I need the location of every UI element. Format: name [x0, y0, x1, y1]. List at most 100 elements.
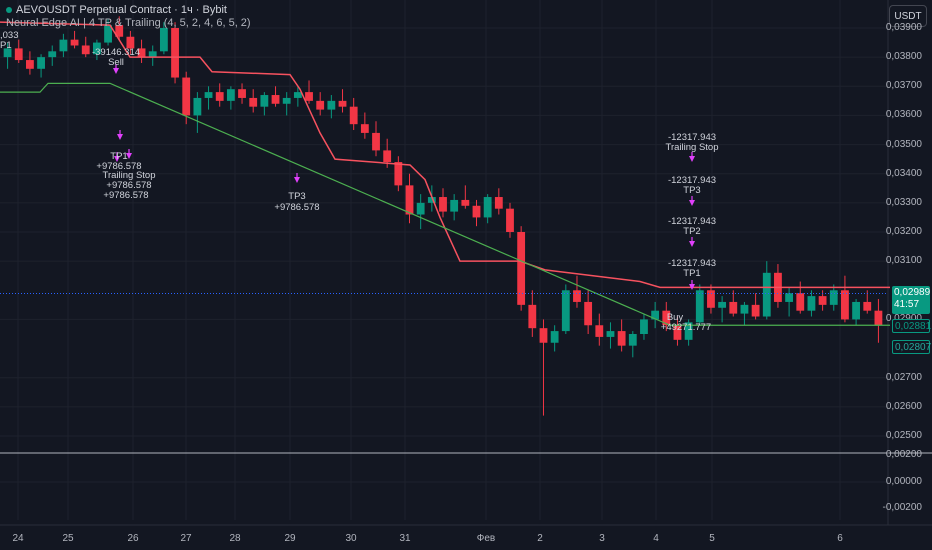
tp-marker-icon [113, 68, 119, 74]
candle-body [874, 310, 883, 326]
lower-axis-label: 0,00000 [885, 476, 922, 487]
candle-body [70, 39, 79, 46]
candle-body [807, 296, 816, 311]
tp-marker-icon [689, 241, 695, 247]
candle-body [472, 205, 481, 218]
tp-marker-icon [114, 156, 120, 162]
candle-body [104, 25, 112, 43]
candle-body [293, 92, 302, 98]
right-tp1-label: TP1 [683, 268, 701, 279]
price-axis-label: 0,02500 [885, 430, 922, 441]
lower-axis-label: 0,00200 [885, 449, 922, 460]
time-axis-label: 30 [345, 533, 357, 544]
price-axis-label: 0,03900 [885, 22, 922, 33]
candle-body [316, 100, 325, 110]
candle-body [573, 290, 581, 302]
candle-body [14, 48, 23, 61]
support-line [0, 82, 890, 326]
trailing-stop-line [0, 21, 890, 289]
candle-body [238, 89, 246, 98]
candle-body [394, 162, 403, 186]
candle-body [427, 197, 436, 203]
candle-body [148, 51, 157, 58]
candle-body [360, 124, 369, 133]
candle-body [450, 199, 459, 212]
trailing1-value2: +9786.578 [103, 190, 149, 201]
candle-body [249, 97, 258, 107]
tp-marker-icon [117, 134, 123, 140]
left-tp: P1 [0, 40, 12, 51]
tp3-label: TP3 [288, 191, 306, 202]
price-axis-label: 0,03600 [885, 109, 922, 121]
tp-marker-icon [689, 284, 695, 290]
candle-body [785, 293, 794, 302]
candle-body [461, 199, 470, 206]
candle-body [852, 301, 860, 320]
price-axis-label: 0,03400 [885, 167, 922, 179]
candle-body [695, 290, 704, 323]
market-status-icon [6, 7, 12, 14]
candle-body [193, 97, 202, 116]
candle-body [327, 100, 336, 110]
tp1-value: +9786.578 [96, 161, 142, 172]
candle-body [439, 197, 447, 212]
candle-body [762, 272, 771, 317]
time-axis-label: 29 [284, 533, 296, 544]
candle-body [707, 290, 715, 308]
time-axis-label: 2 [537, 533, 543, 544]
sell-value: -39146.314 [91, 47, 141, 58]
candle-body [126, 36, 135, 49]
sell-label: Sell [108, 57, 124, 68]
candle-body [483, 197, 492, 218]
right-tp2-value: -12317.943 [667, 216, 717, 227]
chart-legend: AEVOUSDT Perpetual Contract · 1ч · Bybit… [6, 4, 251, 30]
time-axis-label: 4 [653, 533, 659, 544]
candle-body [494, 197, 503, 209]
tp-marker-icon [126, 153, 132, 159]
time-axis-label: 31 [399, 533, 411, 544]
candle-body [405, 185, 414, 215]
time-axis-label: Фев [476, 533, 496, 544]
price-axis-label: 0,03700 [885, 80, 922, 92]
candle-body [796, 293, 805, 311]
candle-body [3, 48, 12, 58]
candle-body [863, 301, 872, 311]
symbol-title[interactable]: AEVOUSDT Perpetual Contract · 1ч · Bybit [16, 4, 227, 16]
candle-body [584, 301, 593, 326]
candle-body [595, 325, 604, 337]
right-tp3-value: -12317.943 [667, 175, 717, 186]
indicator-title[interactable]: Neural Edge AI | 4 TP & Trailing (4, 5, … [6, 17, 251, 29]
candle-body [48, 51, 57, 58]
time-axis-label: 26 [127, 533, 139, 544]
price-axis-label: 0,03200 [885, 226, 922, 237]
time-axis-label: 27 [180, 533, 192, 544]
price-axis-label: 0,02900 [868, 313, 922, 324]
candle-body [651, 310, 660, 320]
currency-button[interactable]: USDT [889, 5, 927, 27]
candle-body [684, 322, 693, 340]
target-tag-2: 0,02807 [892, 340, 931, 354]
price-axis-label: 0,03800 [885, 51, 922, 63]
time-axis-label: 25 [62, 533, 74, 544]
candle-body [729, 301, 738, 314]
candle-body [282, 97, 291, 104]
tp-marker-icon [294, 177, 300, 183]
candle-body [204, 92, 213, 98]
time-axis-label: 28 [229, 533, 241, 544]
time-axis-label: 5 [709, 533, 715, 544]
candle-body [81, 45, 90, 55]
right-tp2-label: TP2 [683, 226, 701, 237]
candle-body [92, 42, 101, 55]
target-tag-1: 0,02881 [892, 319, 931, 333]
right-trailing-label: Trailing Stop [665, 142, 719, 153]
candle-body [416, 202, 425, 215]
candle-body [606, 331, 615, 337]
buy-value: +49271.777 [660, 322, 712, 333]
candle-body [550, 331, 559, 343]
candle-body [171, 28, 179, 78]
candle-body [215, 92, 224, 101]
candle-body [751, 304, 760, 317]
candle-body [383, 150, 392, 163]
